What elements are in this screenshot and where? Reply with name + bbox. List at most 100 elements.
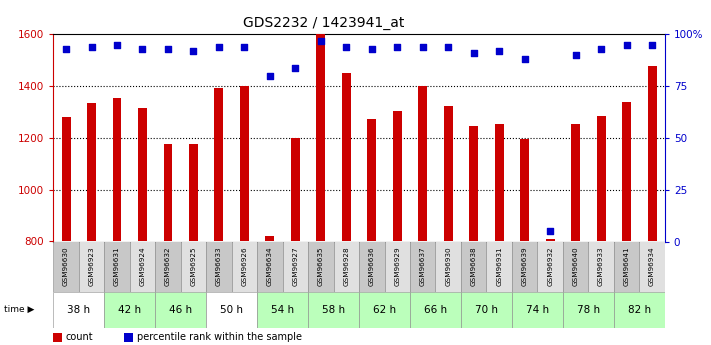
Bar [189,145,198,242]
Point [264,73,276,79]
Bar [359,292,410,328]
Bar [444,106,453,241]
Bar [563,241,589,292]
Text: GSM96635: GSM96635 [318,247,324,286]
Text: 38 h: 38 h [68,305,90,315]
Text: 62 h: 62 h [373,305,396,315]
Point [341,44,352,50]
Point [621,42,632,48]
Text: GSM96931: GSM96931 [496,247,502,286]
Text: 46 h: 46 h [169,305,192,315]
Text: GSM96930: GSM96930 [445,247,451,286]
Bar [155,241,181,292]
Bar [105,241,129,292]
Bar [392,111,402,242]
Bar [105,292,155,328]
Bar [571,124,580,242]
Text: GSM96927: GSM96927 [292,247,299,286]
Bar [538,241,563,292]
Bar [316,34,326,242]
Bar [410,241,435,292]
Text: GSM96630: GSM96630 [63,247,69,286]
Text: GSM96638: GSM96638 [471,247,476,286]
Point [239,44,250,50]
Text: GDS2232 / 1423941_at: GDS2232 / 1423941_at [243,16,404,30]
Text: 66 h: 66 h [424,305,447,315]
Bar [512,241,538,292]
Bar [648,66,656,242]
Text: count: count [65,333,93,342]
Bar [129,241,155,292]
Bar [53,292,105,328]
Bar [206,292,257,328]
Text: percentile rank within the sample: percentile rank within the sample [137,333,301,342]
Bar [232,241,257,292]
Bar [257,292,308,328]
Text: GSM96641: GSM96641 [624,247,629,286]
Point [519,57,530,62]
Text: 82 h: 82 h [628,305,651,315]
Text: GSM96932: GSM96932 [547,247,553,286]
Bar [206,241,232,292]
Bar [614,241,639,292]
Bar [155,292,206,328]
Point [493,48,505,54]
Text: 74 h: 74 h [526,305,549,315]
Bar [215,88,223,241]
Point [392,44,403,50]
Text: GSM96633: GSM96633 [216,247,222,286]
Bar [333,241,359,292]
Bar [563,292,614,328]
Point [112,42,123,48]
Bar [589,241,614,292]
Text: time ▶: time ▶ [4,305,34,314]
Bar [461,292,512,328]
Bar [418,86,427,241]
Text: 58 h: 58 h [322,305,345,315]
Text: GSM96934: GSM96934 [649,247,655,286]
Bar [308,241,333,292]
Bar [495,124,503,242]
Bar [359,241,385,292]
Point [646,42,658,48]
Bar [368,119,376,242]
Bar [512,292,563,328]
Point [545,228,556,234]
Point [417,44,429,50]
Text: GSM96926: GSM96926 [242,247,247,286]
Bar [385,241,410,292]
Text: 50 h: 50 h [220,305,243,315]
Bar [265,236,274,241]
Point [289,65,301,70]
Bar [240,86,249,241]
Bar [469,126,479,242]
Text: GSM96631: GSM96631 [114,247,120,286]
Bar [181,241,206,292]
Point [468,50,479,56]
Text: GSM96634: GSM96634 [267,247,273,286]
Bar [308,292,359,328]
Text: GSM96929: GSM96929 [395,247,400,286]
Text: 78 h: 78 h [577,305,600,315]
Point [570,52,582,58]
Text: GSM96640: GSM96640 [572,247,579,286]
Text: GSM96636: GSM96636 [369,247,375,286]
Point [213,44,225,50]
Text: 42 h: 42 h [118,305,141,315]
Bar [342,73,351,242]
Point [188,48,199,54]
Bar [138,108,147,242]
Bar [545,239,555,241]
Bar [79,241,105,292]
Point [442,44,454,50]
Bar [257,241,283,292]
Bar [164,145,173,242]
Point [162,46,173,52]
Text: GSM96637: GSM96637 [419,247,426,286]
Text: GSM96924: GSM96924 [139,247,146,286]
Bar [291,138,300,241]
Bar [639,241,665,292]
Bar [283,241,308,292]
Bar [62,117,70,242]
Bar [614,292,665,328]
